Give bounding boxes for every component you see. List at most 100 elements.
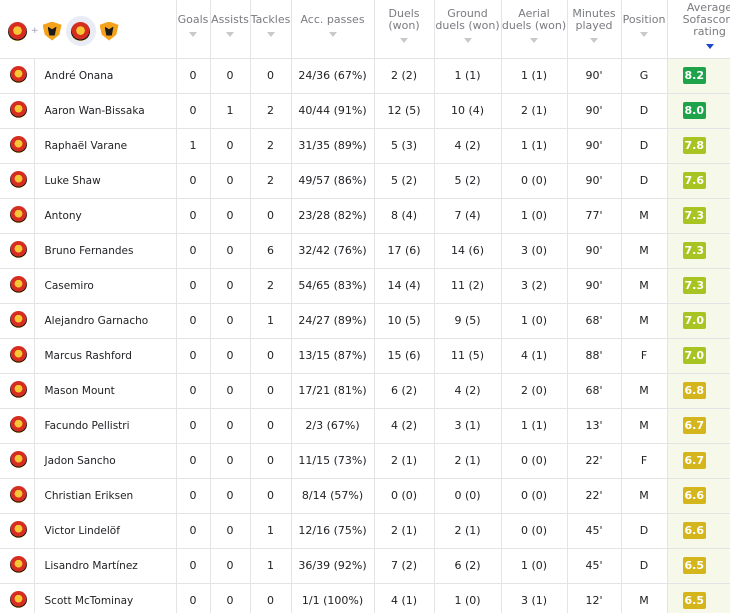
table-row[interactable]: Raphaël Varane 1 0 2 31/35 (89%) 5 (3) 4 (2) 1 … xyxy=(0,128,730,163)
table-row[interactable]: Mason Mount 0 0 0 17/21 (81%) 6 (2) 4 (2) 2 (0)… xyxy=(0,373,730,408)
rating-badge[interactable]: 7.0 xyxy=(682,312,707,329)
rating-badge[interactable]: 6.6 xyxy=(682,487,707,504)
table-row[interactable]: Alejandro Garnacho 0 0 1 24/27 (89%) 10 (5) 9 … xyxy=(0,303,730,338)
player-name[interactable]: Scott McTominay xyxy=(34,583,177,613)
team-crest-cell xyxy=(0,303,35,338)
column-header-label: Average Sofascore rating xyxy=(682,1,730,38)
player-name[interactable]: Raphaël Varane xyxy=(34,128,177,163)
table-row[interactable]: Christian Eriksen 0 0 0 8/14 (57%) 0 (0) 0 (0)… xyxy=(0,478,730,513)
man-utd-crest-icon xyxy=(9,485,27,503)
stat-position: M xyxy=(621,303,668,338)
rating-badge[interactable]: 7.3 xyxy=(682,207,707,224)
column-header-goals[interactable]: Goals xyxy=(176,0,211,58)
sort-arrow-icon[interactable] xyxy=(463,38,472,43)
table-row[interactable]: André Onana 0 0 0 24/36 (67%) 2 (2) 1 (1) 1 (1)… xyxy=(0,58,730,93)
column-header-rating[interactable]: Average Sofascore rating xyxy=(667,0,730,58)
rating-badge[interactable]: 7.3 xyxy=(682,242,707,259)
table-row[interactable]: Luke Shaw 0 0 2 49/57 (86%) 5 (2) 5 (2) 0 (0) 90… xyxy=(0,163,730,198)
stat-aerial-duels: 1 (1) xyxy=(501,128,568,163)
rating-badge[interactable]: 7.0 xyxy=(682,347,707,364)
rating-badge[interactable]: 6.5 xyxy=(682,557,707,574)
table-row[interactable]: Lisandro Martínez 0 0 1 36/39 (92%) 7 (2) 6 (2… xyxy=(0,548,730,583)
player-name[interactable]: André Onana xyxy=(34,58,177,93)
team-toggle-man-utd[interactable] xyxy=(65,16,96,46)
column-header-duels[interactable]: Duels (won) xyxy=(374,0,435,58)
header-row: + Goals Assists Tackles Acc. passes Duels (w… xyxy=(0,0,730,58)
table-row[interactable]: Casemiro 0 0 2 54/65 (83%) 14 (4) 11 (2) 3 (2) 9… xyxy=(0,268,730,303)
player-name[interactable]: Aaron Wan-Bissaka xyxy=(34,93,177,128)
stat-acc-passes: 32/42 (76%) xyxy=(291,233,375,268)
sort-arrow-icon[interactable] xyxy=(226,32,235,37)
stat-tackles: 0 xyxy=(250,443,292,478)
stat-duels: 6 (2) xyxy=(374,373,435,408)
stat-minutes: 90' xyxy=(567,163,622,198)
table-row[interactable]: Antony 0 0 0 23/28 (82%) 8 (4) 7 (4) 1 (0) 77' M 7… xyxy=(0,198,730,233)
rating-badge[interactable]: 7.8 xyxy=(682,137,707,154)
player-name[interactable]: Facundo Pellistri xyxy=(34,408,177,443)
wolves-crest-icon[interactable] xyxy=(99,21,119,41)
rating-badge[interactable]: 7.6 xyxy=(682,172,707,189)
player-name[interactable]: Alejandro Garnacho xyxy=(34,303,177,338)
rating-badge[interactable]: 8.2 xyxy=(682,67,707,84)
rating-cell: 6.6 xyxy=(667,478,730,513)
stat-duels: 17 (6) xyxy=(374,233,435,268)
player-name[interactable]: Jadon Sancho xyxy=(34,443,177,478)
stat-tackles: 0 xyxy=(250,373,292,408)
man-utd-crest-icon[interactable] xyxy=(8,21,27,41)
sort-arrow-icon[interactable] xyxy=(400,38,409,43)
table-row[interactable]: Facundo Pellistri 0 0 0 2/3 (67%) 4 (2) 3 (1) 1… xyxy=(0,408,730,443)
table-row[interactable]: Marcus Rashford 0 0 0 13/15 (87%) 15 (6) 11 (5… xyxy=(0,338,730,373)
player-name[interactable]: Victor Lindelöf xyxy=(34,513,177,548)
player-name[interactable]: Christian Eriksen xyxy=(34,478,177,513)
rating-badge[interactable]: 6.8 xyxy=(682,382,707,399)
column-header-minutes[interactable]: Minutes played xyxy=(567,0,622,58)
stat-acc-passes: 23/28 (82%) xyxy=(291,198,375,233)
player-name[interactable]: Lisandro Martínez xyxy=(34,548,177,583)
player-name[interactable]: Mason Mount xyxy=(34,373,177,408)
rating-badge[interactable]: 6.7 xyxy=(682,452,707,469)
column-header-tackles[interactable]: Tackles xyxy=(250,0,292,58)
player-name[interactable]: Casemiro xyxy=(34,268,177,303)
sort-arrow-icon[interactable] xyxy=(590,38,599,43)
rating-badge[interactable]: 7.3 xyxy=(682,277,707,294)
sort-active-arrow-icon[interactable] xyxy=(705,44,714,49)
sort-arrow-icon[interactable] xyxy=(640,32,649,37)
wolves-crest-icon[interactable] xyxy=(42,21,62,41)
table-row[interactable]: Scott McTominay 0 0 0 1/1 (100%) 4 (1) 1 (0) 3 … xyxy=(0,583,730,613)
rating-badge[interactable]: 8.0 xyxy=(682,102,707,119)
player-name[interactable]: Marcus Rashford xyxy=(34,338,177,373)
player-name[interactable]: Luke Shaw xyxy=(34,163,177,198)
column-header-acc-passes[interactable]: Acc. passes xyxy=(291,0,375,58)
column-header-ground-duels[interactable]: Ground duels (won) xyxy=(434,0,502,58)
table-row[interactable]: Bruno Fernandes 0 0 6 32/42 (76%) 17 (6) 14 (6… xyxy=(0,233,730,268)
table-row[interactable]: Victor Lindelöf 0 0 1 12/16 (75%) 2 (1) 2 (1) 0… xyxy=(0,513,730,548)
column-header-aerial-duels[interactable]: Aerial duels (won) xyxy=(501,0,568,58)
sort-arrow-icon[interactable] xyxy=(189,32,198,37)
sort-arrow-icon[interactable] xyxy=(530,38,539,43)
stat-ground-duels: 5 (2) xyxy=(434,163,502,198)
column-header-position[interactable]: Position xyxy=(621,0,668,58)
player-name[interactable]: Bruno Fernandes xyxy=(34,233,177,268)
stat-goals: 0 xyxy=(176,513,211,548)
column-header-label: Assists xyxy=(211,13,249,26)
rating-badge[interactable]: 6.5 xyxy=(682,592,707,610)
rating-cell: 6.7 xyxy=(667,408,730,443)
stat-position: M xyxy=(621,198,668,233)
stat-goals: 0 xyxy=(176,163,211,198)
column-header-assists[interactable]: Assists xyxy=(210,0,251,58)
table-row[interactable]: Jadon Sancho 0 0 0 11/15 (73%) 2 (1) 2 (1) 0 (0… xyxy=(0,443,730,478)
stat-assists: 0 xyxy=(210,338,251,373)
stat-duels: 12 (5) xyxy=(374,93,435,128)
stat-tackles: 1 xyxy=(250,548,292,583)
table-row[interactable]: Aaron Wan-Bissaka 0 1 2 40/44 (91%) 12 (5) 10 … xyxy=(0,93,730,128)
rating-badge[interactable]: 6.6 xyxy=(682,522,707,539)
rating-badge[interactable]: 6.7 xyxy=(682,417,707,434)
sort-arrow-icon[interactable] xyxy=(266,32,275,37)
man-utd-crest-icon xyxy=(9,240,27,258)
stat-tackles: 0 xyxy=(250,408,292,443)
player-name[interactable]: Antony xyxy=(34,198,177,233)
sort-arrow-icon[interactable] xyxy=(328,32,337,37)
man-utd-crest-icon xyxy=(9,100,27,118)
stat-acc-passes: 8/14 (57%) xyxy=(291,478,375,513)
column-header-label: Duels (won) xyxy=(388,7,420,32)
